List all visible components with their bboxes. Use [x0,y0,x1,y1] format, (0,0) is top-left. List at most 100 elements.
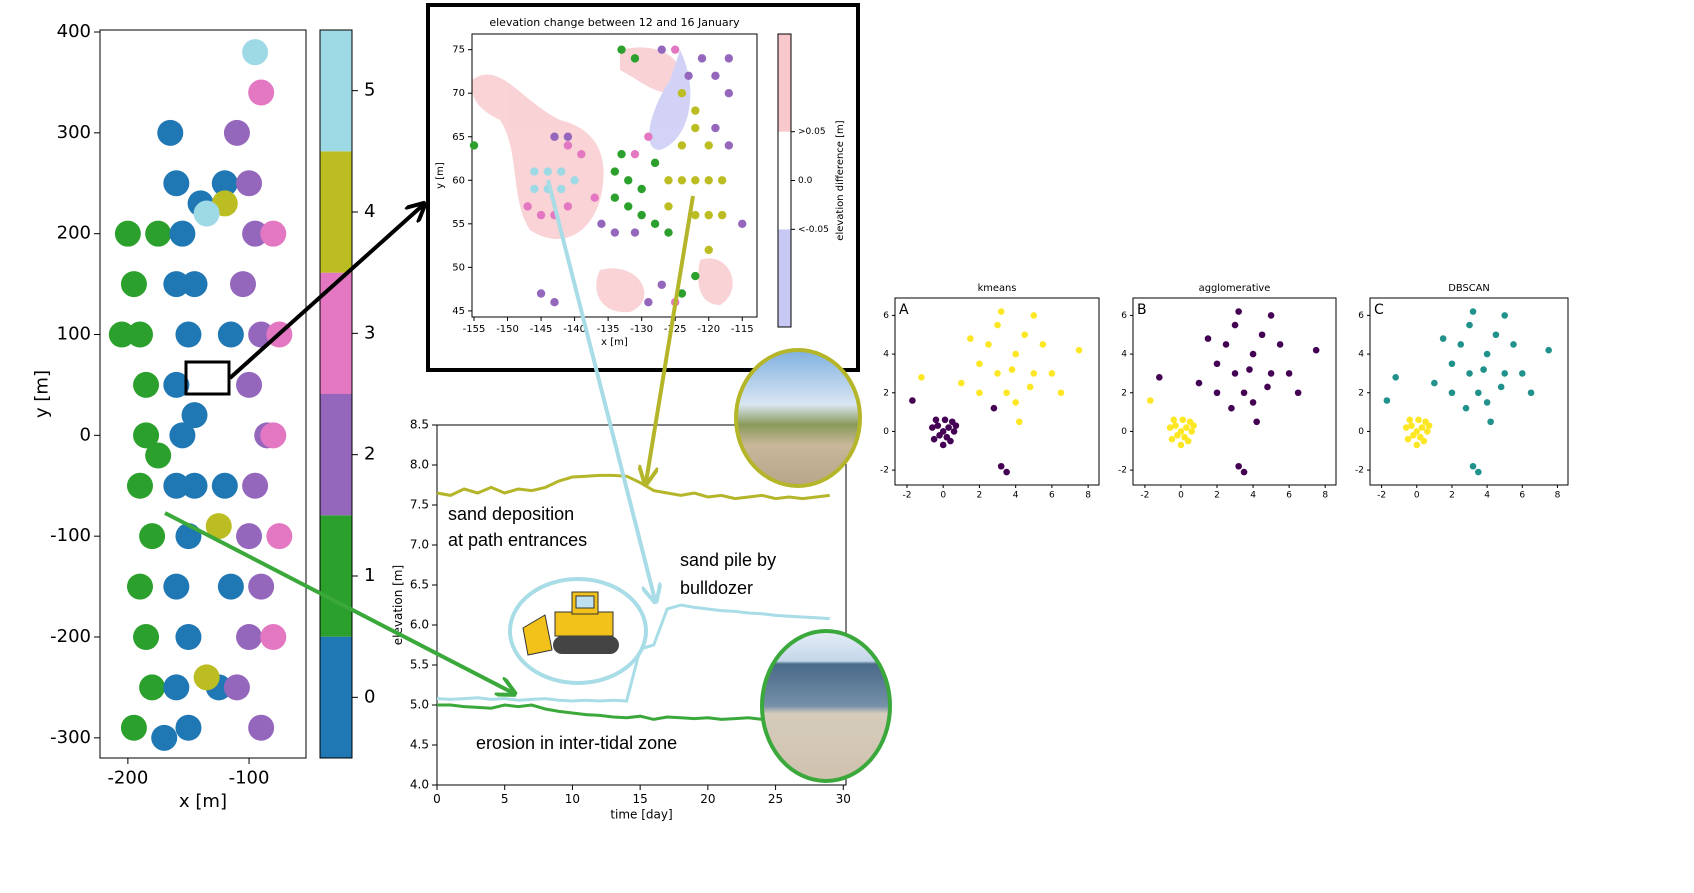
point [967,335,974,342]
x-tick-label: -155 [463,324,486,335]
line [436,603,830,703]
x-tick-label: 0 [433,792,441,806]
point [1312,346,1320,354]
point [1188,428,1196,435]
point [1475,468,1482,476]
point [181,402,208,429]
x-tick-label: -150 [496,324,519,335]
point [624,202,633,211]
chart-title: elevation change between 12 and 16 Janua… [489,16,740,29]
point [1231,370,1239,377]
point [1048,370,1056,377]
point [1228,404,1235,412]
colorbar-tick-label: >0.05 [798,127,826,137]
point [1170,416,1178,424]
x-axis-label: x [m] [179,791,227,812]
chart-title: kmeans [978,283,1017,294]
colorbar-segment [320,515,352,637]
chart-title: DBSCAN [1448,283,1490,294]
point [677,89,687,98]
y-tick-label: -300 [50,727,91,748]
point [1204,335,1212,342]
colorbar-tick-label: 2 [364,444,375,465]
point [1253,418,1260,426]
panel-label: B [1137,302,1147,318]
point [260,624,287,651]
point [677,176,687,185]
y-tick-label: 0 [883,427,889,437]
point [932,416,940,424]
point [126,573,153,600]
point [1469,462,1477,470]
x-tick-label: 0 [940,491,946,501]
point [704,245,713,255]
x-tick-label: -145 [530,324,553,335]
beach-photo [760,629,892,783]
y-tick-label: 8.0 [410,458,429,472]
point [1231,321,1239,329]
colorbar-segment [320,394,352,516]
point [1240,468,1248,476]
point [994,321,1001,329]
point [1480,366,1487,373]
point [556,184,566,194]
panel-label: A [899,302,909,318]
point [223,119,250,146]
point [570,176,579,185]
point [248,79,275,106]
point [1075,346,1083,354]
x-tick-label: 8 [1085,491,1091,501]
point [1235,462,1242,470]
colorbar-tick-label: 0 [364,686,375,707]
x-tick-label: -135 [597,324,620,335]
point [597,219,606,229]
point [133,371,160,398]
point [1431,379,1438,387]
x-tick-label: 2 [1214,491,1220,501]
point [211,472,238,499]
point [1497,383,1505,391]
x-tick-label: 20 [700,792,715,806]
point [1415,416,1422,424]
point [704,141,713,150]
point [1213,360,1221,368]
bulldozer-icon [508,577,648,685]
colorbar-segment [778,131,791,230]
y-tick-label: 6.5 [410,578,429,592]
x-tick-label: 4 [1250,491,1256,501]
point [711,123,720,133]
point [469,141,479,150]
point [630,149,640,159]
point [1409,432,1417,439]
point [181,271,208,298]
x-tick-label: 5 [501,792,509,806]
x-axis-label: x [m] [601,337,628,348]
annotation: sand pile by [680,550,776,570]
point [711,71,720,80]
point [550,132,559,141]
point [1294,389,1302,397]
point [717,210,727,220]
x-tick-label: 4 [1013,491,1019,501]
point [724,141,734,150]
point [691,106,700,115]
point [1258,331,1266,339]
point [229,271,256,298]
point [1003,468,1010,476]
point [163,472,190,499]
point [1183,424,1190,431]
y-tick-label: 4 [883,350,889,360]
x-tick-label: 6 [1519,491,1525,501]
point [590,193,599,202]
plot-frame [471,33,758,318]
point [697,54,707,63]
point [120,271,147,298]
colorbar-segment [778,229,791,327]
point [236,371,263,398]
zoom-arrow [228,205,423,380]
x-tick-label: 2 [977,491,983,501]
colorbar-segment [778,34,791,132]
point [1008,366,1016,373]
